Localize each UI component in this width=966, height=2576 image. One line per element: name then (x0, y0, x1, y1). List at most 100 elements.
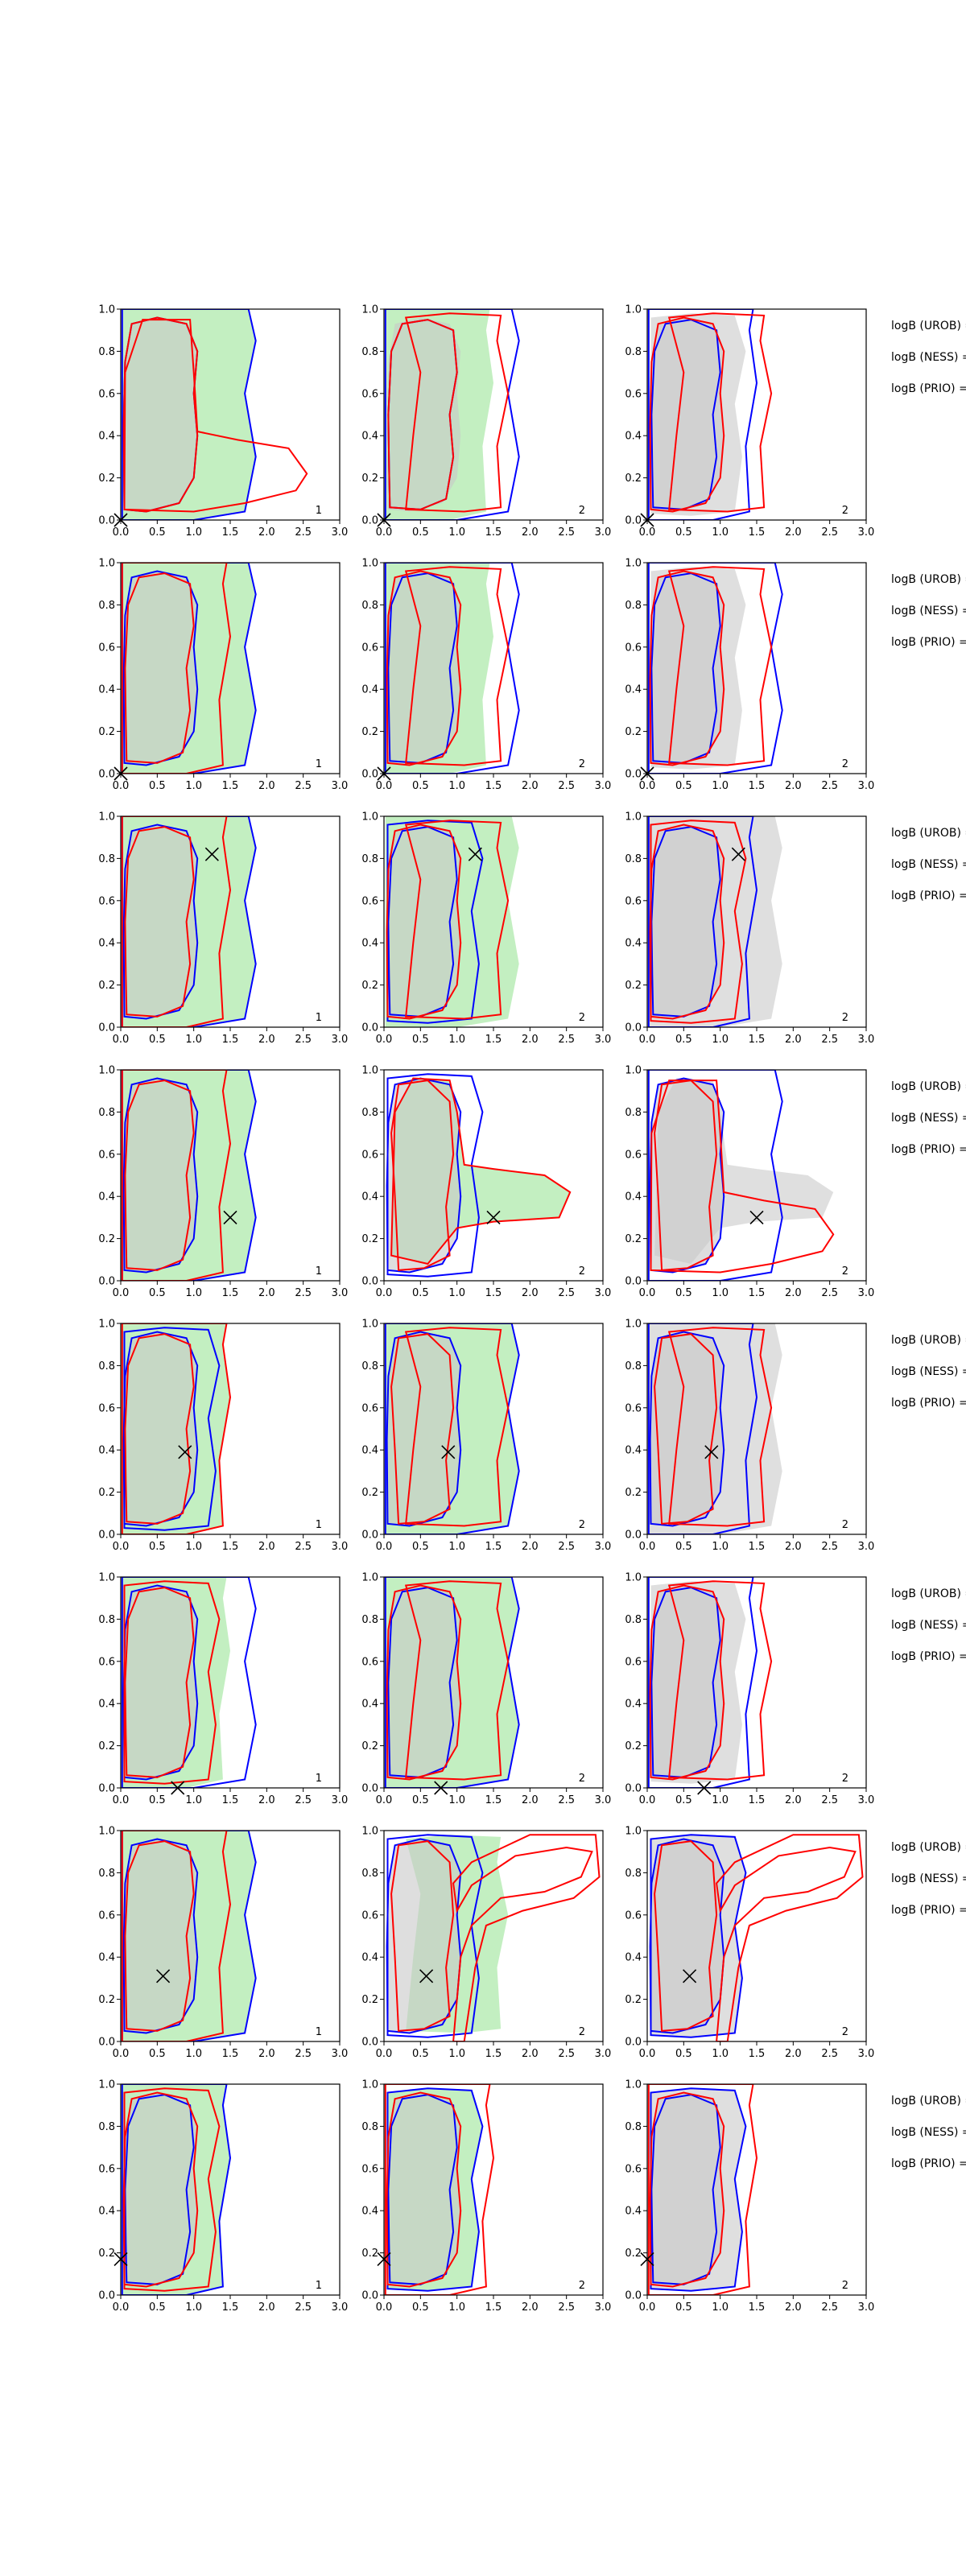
true-value-marker (441, 1445, 456, 1459)
plot-area (121, 1070, 257, 1281)
density-inner-region (123, 2092, 198, 2287)
logb-label: logB (PRIO) = (891, 1904, 966, 1917)
x-tick-label: 2.5 (821, 1287, 838, 1299)
x-tick-label: 3.0 (595, 1034, 612, 1046)
panel-number: 2 (842, 2280, 848, 2292)
x-tick-label: 1.0 (185, 526, 202, 539)
density-inner-region (650, 1078, 724, 1273)
y-tick-label: 0.4 (361, 431, 378, 443)
y-tick-label: 0.4 (361, 938, 378, 950)
y-tick-label: 0.8 (625, 1107, 642, 1119)
panel-r8-c1: 0.0 0.5 1.0 1.5 2.0 2.5 3.0 0.0 0.2 0.4 0.6 0.8 1.0 1 (98, 2079, 348, 2314)
logb-label: logB (NESS) = (891, 1365, 966, 1378)
x-tick-label: 2.0 (785, 2048, 802, 2060)
y-tick-label: 0.8 (625, 1868, 642, 1880)
logb-label: logB (PRIO) = (891, 2157, 966, 2170)
y-tick-label: 0.0 (98, 2290, 115, 2302)
x-tick-label: 2.5 (821, 1034, 838, 1046)
y-tick-label: 0.6 (361, 1909, 378, 1922)
y-tick-label: 0.4 (625, 684, 642, 696)
y-tick-label: 0.0 (98, 1276, 115, 1288)
red-contour-2 (123, 1580, 221, 1785)
density-inner-region (650, 1585, 724, 1780)
x-tick-label: 0.5 (675, 526, 692, 539)
x-tick-label: 0.5 (675, 1287, 692, 1299)
x-tick-label: 1.0 (712, 780, 729, 792)
y-tick-label: 0.6 (98, 388, 115, 400)
y-tick-label: 0.2 (98, 726, 115, 738)
x-tick-label: 2.0 (785, 1541, 802, 1553)
y-tick-label: 1.0 (98, 2079, 115, 2091)
x-tick-label: 3.0 (858, 780, 875, 792)
red-contour-2 (667, 1580, 773, 1781)
x-tick-label: 0.0 (113, 2048, 130, 2060)
logb-label: logB (NESS) = (891, 2126, 966, 2139)
panel-number: 2 (842, 1265, 848, 1278)
panel-r5-c3: 0.0 0.5 1.0 1.5 2.0 2.5 3.0 0.0 0.2 0.4 0.6 0.8 1.0 2 (625, 1319, 874, 1554)
logb-label: logB (NESS) = (891, 1872, 966, 1885)
red-contour-2 (121, 1831, 232, 2041)
red-contour-1 (386, 1584, 462, 1781)
density-inner-region (123, 1585, 198, 1780)
density-inner-region (123, 571, 198, 766)
x-tick-label: 1.5 (485, 1287, 502, 1299)
x-tick-label: 0.0 (113, 2301, 130, 2314)
x-tick-label: 0.5 (149, 1287, 166, 1299)
x-tick-label: 2.0 (258, 1794, 275, 1806)
y-tick-label: 0.2 (625, 1994, 642, 2006)
y-tick-label: 0.0 (361, 1530, 378, 1542)
x-tick-label: 1.0 (712, 1541, 729, 1553)
x-tick-label: 0.5 (149, 526, 166, 539)
x-tick-label: 3.0 (595, 1794, 612, 1806)
y-tick-label: 0.4 (361, 1191, 378, 1203)
x-tick-label: 1.5 (749, 526, 766, 539)
panel-number: 2 (842, 1519, 848, 1531)
true-value-marker (683, 1969, 697, 1984)
y-tick-label: 0.8 (361, 1614, 378, 1626)
y-tick-label: 0.0 (98, 1022, 115, 1034)
blue-contour-2 (121, 1577, 257, 1788)
blue-contour-1 (122, 570, 199, 766)
y-tick-label: 0.0 (361, 1276, 378, 1288)
plot-area (121, 563, 257, 774)
x-tick-label: 1.5 (222, 1794, 239, 1806)
y-tick-label: 0.8 (98, 1868, 115, 1880)
y-tick-label: 0.4 (361, 1445, 378, 1457)
x-tick-label: 1.0 (185, 2301, 202, 2314)
x-tick-label: 2.0 (522, 1034, 539, 1046)
density-inner-region (650, 2092, 724, 2287)
y-tick-label: 0.8 (625, 600, 642, 612)
y-tick-label: 0.6 (98, 1909, 115, 1922)
x-tick-label: 1.0 (712, 1034, 729, 1046)
y-tick-label: 0.2 (361, 473, 378, 485)
x-tick-label: 0.0 (113, 526, 130, 539)
blue-contour-1 (122, 824, 199, 1020)
plot-area (647, 1070, 835, 1281)
y-tick-label: 1.0 (98, 811, 115, 824)
y-tick-label: 0.4 (361, 684, 378, 696)
y-tick-label: 0.0 (98, 1530, 115, 1542)
x-tick-label: 0.5 (149, 2301, 166, 2314)
logb-label: logB (NESS) = (891, 858, 966, 871)
panel-number: 2 (579, 1012, 585, 1024)
density-inner-region (386, 1839, 461, 2033)
y-tick-label: 0.2 (98, 1740, 115, 1752)
red-contour-1 (386, 570, 462, 766)
logb-label: logB (PRIO) = (891, 636, 966, 649)
plot-area (121, 309, 308, 520)
y-tick-label: 1.0 (625, 1319, 642, 1331)
logb-label: logB (NESS) = (891, 1619, 966, 1632)
y-tick-label: 0.4 (625, 431, 642, 443)
red-contour-2 (667, 1327, 773, 1527)
logb-label: logB (PRIO) = (891, 1143, 966, 1156)
density-inner-region (123, 1078, 198, 1273)
y-tick-label: 0.8 (625, 346, 642, 358)
x-tick-label: 2.0 (785, 1794, 802, 1806)
x-tick-label: 2.0 (522, 2048, 539, 2060)
y-tick-label: 1.0 (625, 2079, 642, 2091)
blue-contour-2 (386, 1073, 484, 1278)
y-tick-label: 1.0 (625, 1826, 642, 1838)
density-inner-region (650, 571, 724, 766)
red-contour-1 (649, 570, 725, 766)
y-tick-label: 1.0 (361, 811, 378, 824)
